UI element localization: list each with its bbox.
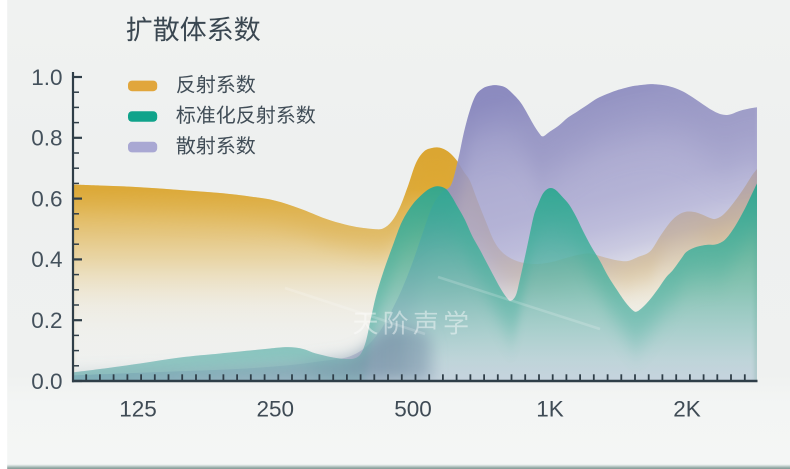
- svg-text:0.6: 0.6: [31, 186, 62, 211]
- svg-text:500: 500: [394, 397, 432, 422]
- svg-text:0.0: 0.0: [31, 369, 62, 394]
- svg-text:1K: 1K: [536, 397, 564, 422]
- svg-text:0.2: 0.2: [31, 308, 62, 333]
- svg-text:0.8: 0.8: [31, 126, 62, 151]
- svg-text:2K: 2K: [673, 397, 701, 422]
- svg-text:1.0: 1.0: [31, 65, 62, 90]
- svg-text:250: 250: [257, 397, 295, 422]
- svg-text:0.4: 0.4: [31, 247, 62, 272]
- svg-text:125: 125: [119, 397, 157, 422]
